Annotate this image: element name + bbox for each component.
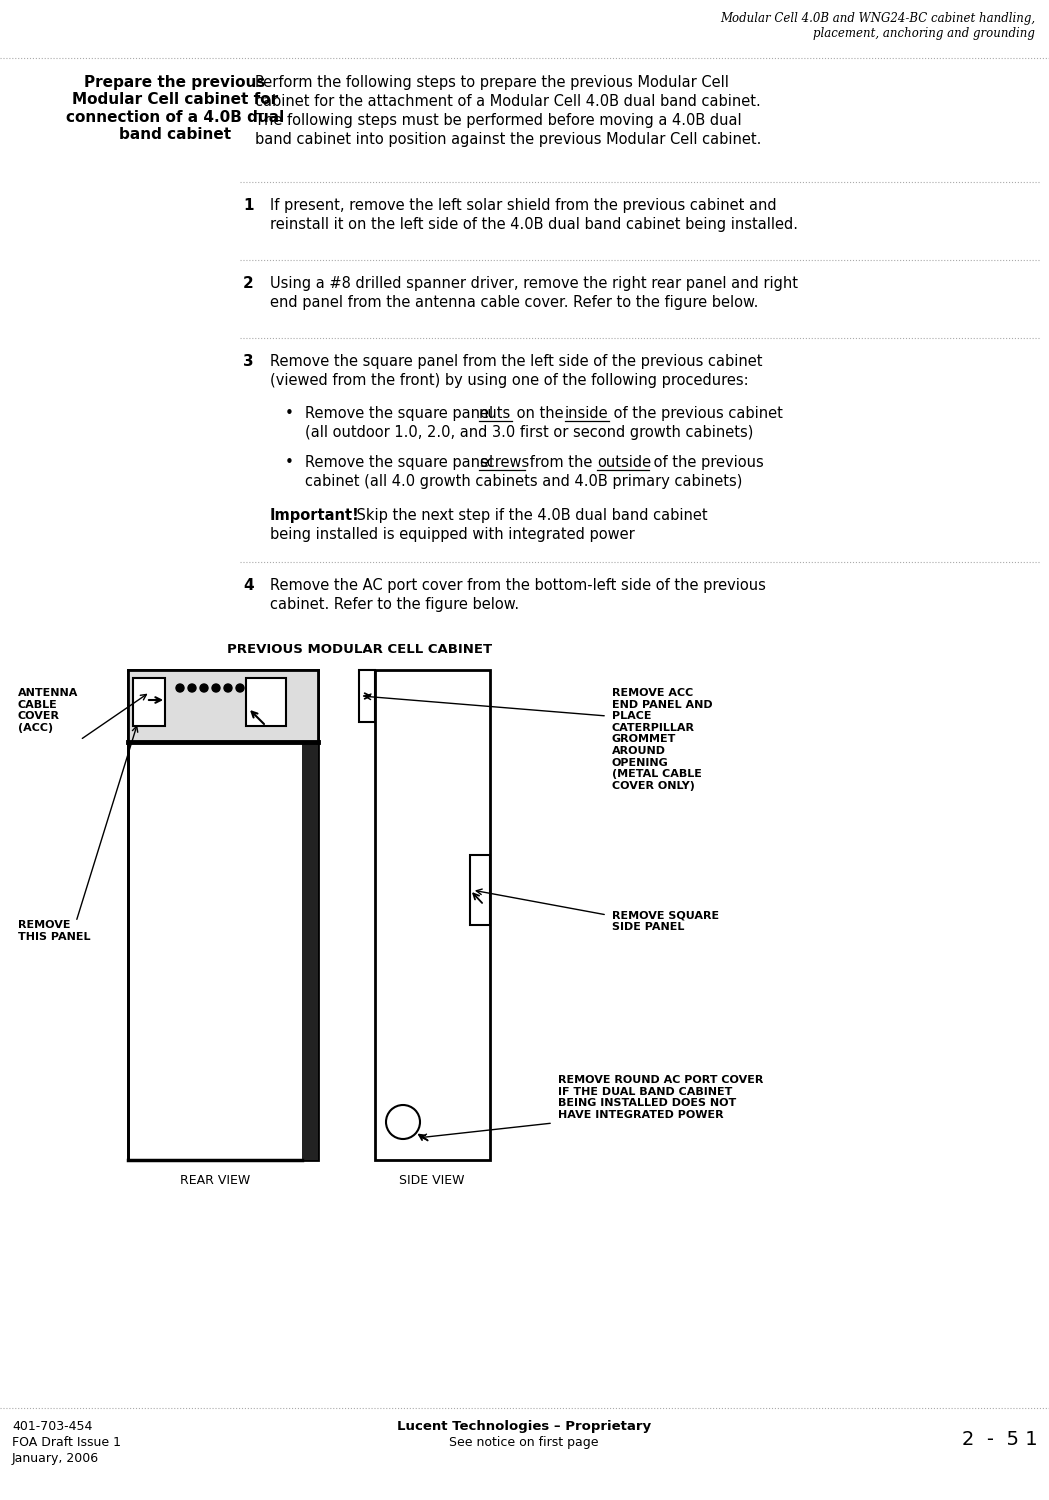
Text: Remove the square panel from the left side of the previous cabinet: Remove the square panel from the left si… (270, 354, 763, 369)
Text: The following steps must be performed before moving a 4.0B dual: The following steps must be performed be… (255, 112, 742, 128)
Bar (302, 742, 318, 1160)
Text: nuts: nuts (479, 406, 511, 422)
Bar (247, 678, 286, 726)
Text: •: • (285, 406, 294, 422)
Circle shape (224, 684, 232, 692)
Circle shape (248, 684, 256, 692)
Text: Skip the next step if the 4.0B dual band cabinet: Skip the next step if the 4.0B dual band… (338, 509, 708, 524)
Text: on the: on the (512, 406, 569, 422)
Text: screws: screws (479, 454, 530, 470)
Text: being installed is equipped with integrated power: being installed is equipped with integra… (270, 526, 635, 542)
Text: Perform the following steps to prepare the previous Modular Cell: Perform the following steps to prepare t… (255, 75, 729, 90)
Text: 3: 3 (243, 354, 254, 369)
Text: cabinet for the attachment of a Modular Cell 4.0B dual band cabinet.: cabinet for the attachment of a Modular … (255, 94, 761, 110)
Text: (viewed from the front) by using one of the following procedures:: (viewed from the front) by using one of … (270, 374, 749, 388)
Circle shape (236, 684, 244, 692)
Text: Important!: Important! (270, 509, 360, 524)
Text: REMOVE ACC
END PANEL AND
PLACE
CATERPILLAR
GROMMET
AROUND
OPENING
(METAL CABLE
C: REMOVE ACC END PANEL AND PLACE CATERPILL… (612, 688, 712, 790)
Text: Remove the square panel: Remove the square panel (305, 406, 497, 422)
Text: outside: outside (597, 454, 651, 470)
Text: REMOVE ROUND AC PORT COVER
IF THE DUAL BAND CABINET
BEING INSTALLED DOES NOT
HAV: REMOVE ROUND AC PORT COVER IF THE DUAL B… (558, 1076, 764, 1120)
Text: •: • (285, 454, 294, 470)
Text: 4: 4 (243, 578, 254, 592)
Text: ANTENNA
CABLE
COVER
(ACC): ANTENNA CABLE COVER (ACC) (18, 688, 79, 734)
Text: reinstall it on the left side of the 4.0B dual band cabinet being installed.: reinstall it on the left side of the 4.0… (270, 217, 798, 232)
Text: of the previous cabinet: of the previous cabinet (609, 406, 783, 422)
Text: 2  -  5 1: 2 - 5 1 (962, 1430, 1039, 1449)
Text: January, 2006: January, 2006 (12, 1452, 99, 1466)
Bar (470, 855, 490, 926)
Circle shape (188, 684, 196, 692)
Text: 2: 2 (243, 276, 254, 291)
Text: cabinet (all 4.0 growth cabinets and 4.0B primary cabinets): cabinet (all 4.0 growth cabinets and 4.0… (305, 474, 743, 489)
Text: Prepare the previous
Modular Cell cabinet for
connection of a 4.0B dual
band cab: Prepare the previous Modular Cell cabine… (66, 75, 284, 142)
Text: PREVIOUS MODULAR CELL CABINET: PREVIOUS MODULAR CELL CABINET (228, 644, 493, 656)
Text: cabinet. Refer to the figure below.: cabinet. Refer to the figure below. (270, 597, 519, 612)
Text: inside: inside (565, 406, 608, 422)
Text: Remove the AC port cover from the bottom-left side of the previous: Remove the AC port cover from the bottom… (270, 578, 766, 592)
Text: Lucent Technologies – Proprietary: Lucent Technologies – Proprietary (397, 1420, 651, 1432)
Text: end panel from the antenna cable cover. Refer to the figure below.: end panel from the antenna cable cover. … (270, 296, 758, 310)
Bar (359, 670, 374, 722)
Text: If present, remove the left solar shield from the previous cabinet and: If present, remove the left solar shield… (270, 198, 776, 213)
Text: from the: from the (524, 454, 597, 470)
Circle shape (386, 1106, 420, 1138)
Text: 401-703-454: 401-703-454 (12, 1420, 92, 1432)
Circle shape (212, 684, 220, 692)
Circle shape (176, 684, 184, 692)
Text: REMOVE SQUARE
SIDE PANEL: REMOVE SQUARE SIDE PANEL (612, 910, 720, 932)
Text: of the previous: of the previous (649, 454, 764, 470)
Bar (133, 678, 165, 726)
Text: 1: 1 (243, 198, 254, 213)
Text: SIDE VIEW: SIDE VIEW (400, 1174, 465, 1186)
Text: REMOVE
THIS PANEL: REMOVE THIS PANEL (18, 920, 90, 942)
Bar (128, 670, 318, 742)
Circle shape (272, 684, 280, 692)
Text: Using a #8 drilled spanner driver, remove the right rear panel and right: Using a #8 drilled spanner driver, remov… (270, 276, 798, 291)
Text: band cabinet into position against the previous Modular Cell cabinet.: band cabinet into position against the p… (255, 132, 762, 147)
Circle shape (260, 684, 267, 692)
Bar (374, 670, 490, 1160)
Text: REAR VIEW: REAR VIEW (179, 1174, 250, 1186)
Text: FOA Draft Issue 1: FOA Draft Issue 1 (12, 1436, 121, 1449)
Text: See notice on first page: See notice on first page (449, 1436, 599, 1449)
Text: (all outdoor 1.0, 2.0, and 3.0 first or second growth cabinets): (all outdoor 1.0, 2.0, and 3.0 first or … (305, 424, 753, 439)
Circle shape (200, 684, 208, 692)
Bar (128, 670, 318, 1160)
Text: Remove the square panel: Remove the square panel (305, 454, 497, 470)
Text: Modular Cell 4.0B and WNG24-BC cabinet handling,
placement, anchoring and ground: Modular Cell 4.0B and WNG24-BC cabinet h… (720, 12, 1035, 40)
